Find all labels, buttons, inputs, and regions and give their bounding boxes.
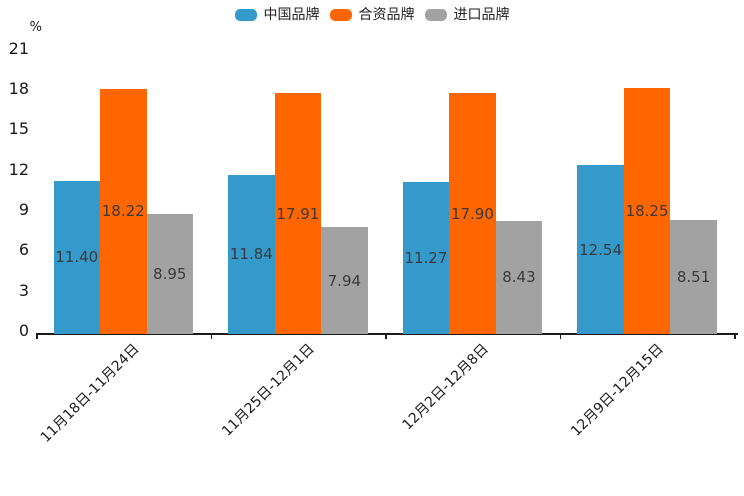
x-tick-label: 11月18日-11月24日	[37, 341, 143, 446]
bar-value-label: 8.95	[153, 264, 187, 283]
bar: 8.95	[146, 213, 193, 334]
bar-value-label: 18.22	[101, 202, 145, 221]
bar: 11.27	[402, 182, 450, 334]
x-axis-tick	[385, 334, 387, 339]
legend-swatch	[329, 9, 352, 21]
legend-swatch	[234, 9, 257, 21]
bar-value-label: 17.90	[450, 204, 494, 223]
x-axis-tick	[210, 334, 213, 339]
bar-value-label: 17.91	[276, 204, 320, 223]
bar: 8.51	[670, 219, 717, 334]
bar-value-label: 11.27	[404, 249, 448, 268]
y-tick-label: 6	[18, 240, 29, 260]
x-tick-label: 12月9日-12月15日	[567, 341, 667, 440]
bar: 8.43	[495, 220, 543, 334]
bar-value-label: 11.40	[55, 248, 99, 267]
x-axis-line	[36, 333, 738, 335]
y-tick-label: 0	[18, 321, 29, 340]
bar: 18.25	[623, 88, 671, 334]
y-axis-unit-label: %	[29, 20, 42, 35]
y-tick-label: 9	[18, 199, 29, 219]
bar-value-label: 7.94	[327, 271, 362, 290]
bar: 17.90	[449, 93, 496, 334]
chart-legend: 中国品牌 合资品牌 进口品牌	[0, 6, 744, 24]
legend-item: 进口品牌	[424, 6, 510, 24]
bar-value-label: 12.54	[579, 240, 623, 259]
x-axis-tick	[36, 334, 38, 339]
x-tick-label: 11月25日-12月1日	[218, 341, 318, 440]
y-tick-label: 3	[18, 280, 29, 300]
legend-item: 中国品牌	[234, 6, 320, 24]
bar-value-label: 8.51	[676, 267, 711, 286]
y-tick-label: 18	[8, 78, 29, 98]
legend-label: 进口品牌	[453, 7, 510, 23]
bar: 12.54	[577, 165, 624, 334]
bar: 17.91	[274, 93, 322, 334]
bar: 11.40	[53, 180, 100, 334]
x-axis-tick	[559, 334, 562, 339]
bar-value-label: 18.25	[625, 202, 669, 221]
y-tick-label: 15	[8, 119, 29, 139]
bar: 18.22	[100, 88, 147, 334]
bar: 11.84	[228, 174, 275, 334]
legend-label: 中国品牌	[263, 7, 320, 23]
legend-swatch	[424, 9, 447, 21]
y-tick-label: 21	[8, 38, 29, 58]
bar-value-label: 8.43	[502, 268, 536, 287]
legend-item: 合资品牌	[329, 6, 415, 24]
y-tick-label: 12	[8, 159, 29, 179]
bar-value-label: 11.84	[229, 245, 273, 264]
bar: 7.94	[321, 227, 368, 334]
legend-label: 合资品牌	[358, 7, 415, 23]
x-axis-tick	[734, 334, 736, 339]
x-tick-label: 12月2日-12月8日	[399, 341, 492, 434]
